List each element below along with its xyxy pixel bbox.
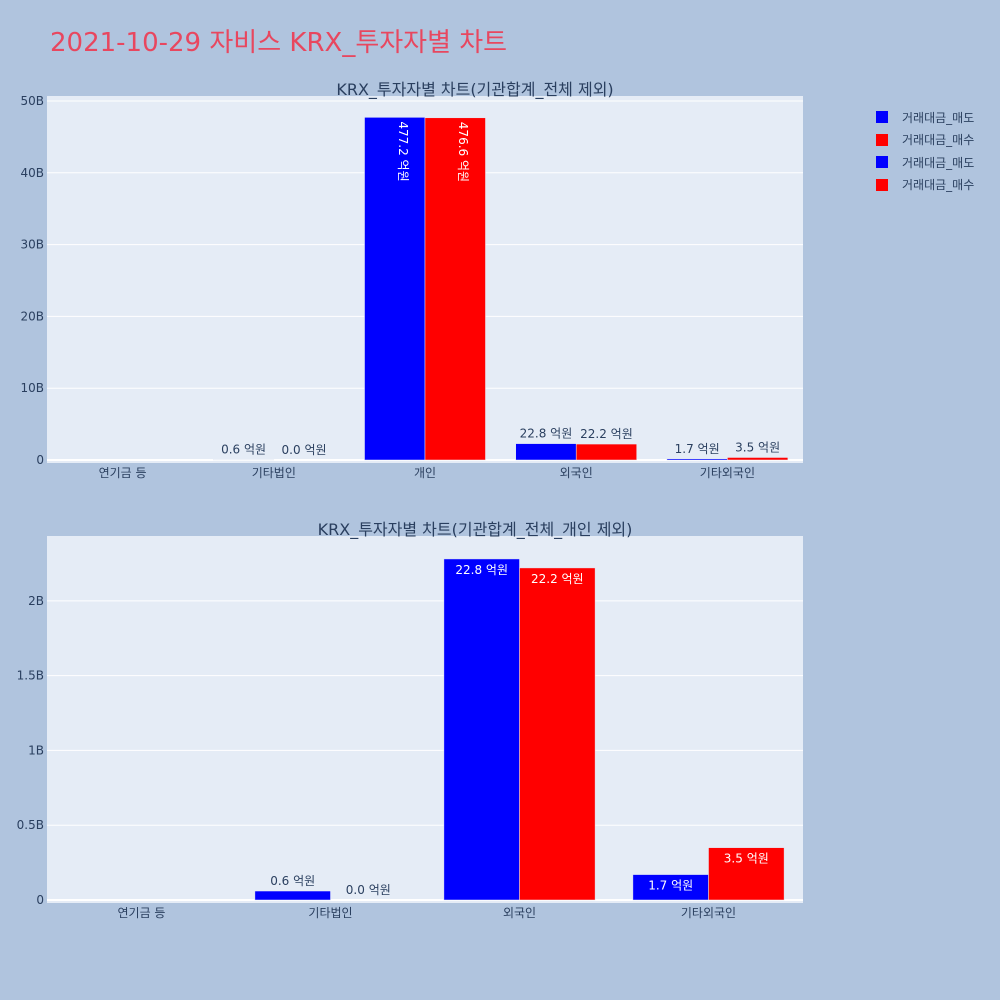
legend-swatch [876, 156, 888, 169]
bar-data-label: 0.6 억원 [270, 874, 315, 888]
y-tick-label: 20B [20, 309, 44, 323]
bar[interactable] [519, 567, 596, 901]
x-tick-label: 기타법인 [308, 906, 352, 920]
x-tick-label: 연기금 등 [118, 906, 166, 920]
y-tick-label: 50B [20, 94, 44, 108]
bar-data-label: 22.8 억원 [520, 427, 573, 441]
bar[interactable] [632, 874, 709, 901]
y-tick-label: 1B [28, 743, 44, 757]
bar-data-label: 0.0 억원 [346, 883, 391, 897]
bar-data-label: 22.8 억원 [455, 563, 508, 577]
legend: 거래대금_매도 거래대금_매수 거래대금_매도 거래대금_매수 [876, 106, 974, 196]
x-tick-label: 연기금 등 [99, 466, 147, 480]
legend-label: 거래대금_매도 [902, 110, 975, 125]
y-tick-label: 10B [20, 381, 44, 395]
legend-item[interactable]: 거래대금_매도 [876, 151, 974, 174]
bar-data-label: 477.2 억원 [396, 121, 410, 181]
bar[interactable] [443, 558, 520, 901]
legend-label: 거래대금_매도 [902, 155, 975, 170]
bar[interactable] [708, 847, 785, 901]
x-tick-label: 외국인 [560, 466, 593, 480]
x-tick-label: 외국인 [503, 906, 536, 920]
legend-swatch [876, 133, 888, 146]
x-tick-label: 기타외국인 [700, 466, 755, 480]
x-tick-label: 기타법인 [252, 466, 296, 480]
y-tick-label: 0 [36, 453, 44, 467]
chart-title: KRX_투자자별 차트(기관합계_전체 제외) [336, 80, 613, 100]
chart-title: KRX_투자자별 차트(기관합계_전체_개인 제외) [318, 520, 633, 540]
bar[interactable] [666, 458, 728, 461]
bar[interactable] [727, 457, 789, 461]
legend-label: 거래대금_매수 [902, 133, 975, 148]
legend-swatch [876, 111, 888, 124]
y-tick-label: 30B [20, 238, 44, 252]
page-title: 2021-10-29 자비스 KRX_투자자별 차트 [50, 28, 508, 58]
y-tick-label: 40B [20, 166, 44, 180]
y-tick-label: 0.5B [17, 818, 44, 832]
bar-data-label: 476.6 억원 [456, 122, 470, 182]
plot-area [47, 536, 803, 903]
bar-data-label: 22.2 억원 [531, 572, 584, 586]
bar-data-label: 3.5 억원 [724, 852, 769, 866]
bar-data-label: 3.5 억원 [735, 440, 780, 454]
bar-data-label: 0.6 억원 [221, 443, 266, 457]
bar[interactable] [254, 890, 331, 901]
bar[interactable] [575, 443, 637, 461]
legend-item[interactable]: 거래대금_매도 [876, 106, 974, 129]
legend-label: 거래대금_매수 [902, 178, 975, 193]
y-tick-label: 0 [36, 893, 44, 907]
x-tick-label: 기타외국인 [681, 906, 736, 920]
bar-data-label: 1.7 억원 [675, 442, 720, 456]
bar[interactable] [424, 117, 486, 461]
y-tick-label: 1.5B [17, 669, 44, 683]
bar-data-label: 22.2 억원 [580, 427, 633, 441]
bar[interactable] [364, 117, 426, 461]
legend-swatch [876, 178, 888, 191]
bar[interactable] [515, 443, 577, 461]
legend-item[interactable]: 거래대금_매수 [876, 174, 974, 197]
y-tick-label: 2B [28, 594, 44, 608]
legend-item[interactable]: 거래대금_매수 [876, 129, 974, 152]
bar-data-label: 1.7 억원 [648, 879, 693, 893]
bar-data-label: 0.0 억원 [282, 443, 327, 457]
x-tick-label: 개인 [414, 466, 436, 480]
